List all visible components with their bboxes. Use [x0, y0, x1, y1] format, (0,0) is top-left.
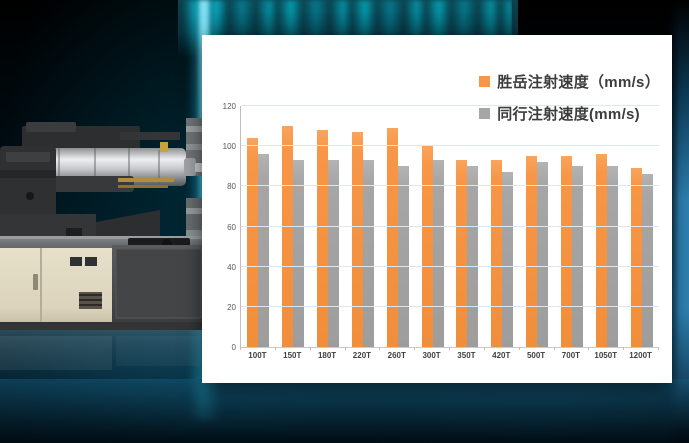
legend-swatch-gray: [479, 108, 491, 119]
legend-item-shengyue: 胜岳注射速度（mm/s）: [479, 71, 660, 92]
x-axis-label-220T: 220T: [352, 351, 372, 360]
x-axis-tick: [658, 347, 659, 350]
bar-shengyue-350T: [456, 160, 468, 347]
x-axis-tick: [379, 347, 381, 350]
bar-group-1200T: [624, 168, 659, 347]
x-axis-tick: [240, 347, 241, 350]
y-axis-tick-label: 60: [227, 222, 236, 232]
bar-group-350T: [450, 160, 485, 347]
bar-group-700T: [554, 156, 589, 347]
gridline-y80: [241, 185, 659, 187]
x-axis-label-150T: 150T: [283, 351, 302, 360]
legend-label: 同行注射速度(mm/s): [497, 106, 640, 123]
bar-group-180T: [311, 130, 346, 347]
bar-shengyue-1200T: [630, 168, 642, 347]
y-axis-tick-label: 80: [227, 182, 236, 192]
bar-shengyue-260T: [386, 128, 398, 347]
x-axis-tick: [518, 347, 520, 350]
bar-shengyue-220T: [351, 132, 363, 347]
x-axis-tick: [414, 347, 416, 350]
x-axis-label-300T: 300T: [422, 351, 441, 360]
x-axis-label-100T: 100T: [248, 351, 267, 360]
bar-shengyue-100T: [247, 138, 259, 347]
bar-industry-700T: [571, 166, 583, 347]
y-axis-tick-label: 20: [227, 302, 236, 312]
bar-industry-100T: [258, 154, 270, 347]
bar-industry-150T: [293, 160, 305, 347]
machine-illustration: [0, 118, 205, 392]
bar-group-150T: [276, 126, 311, 347]
x-axis-label-180T: 180T: [317, 351, 337, 360]
x-axis-tick: [588, 347, 590, 350]
bar-group-260T: [380, 128, 415, 347]
legend-swatch-orange: [479, 76, 491, 87]
bar-industry-220T: [362, 160, 374, 347]
y-axis-tick-label: 120: [222, 102, 236, 111]
bar-shengyue-300T: [421, 146, 433, 347]
bar-shengyue-700T: [560, 156, 572, 347]
x-axis-tick: [483, 347, 485, 350]
bar-industry-350T: [467, 166, 479, 347]
plot-area: [240, 105, 659, 348]
bar-shengyue-500T: [526, 156, 538, 347]
gridline-y20: [241, 305, 659, 307]
bar-group-220T: [345, 132, 380, 347]
x-axis-label-700T: 700T: [561, 351, 581, 360]
x-axis-tick: [274, 347, 276, 350]
bar-industry-420T: [502, 172, 514, 347]
x-axis-label-260T: 260T: [387, 351, 406, 360]
gridline-y120: [241, 105, 659, 106]
x-axis-label-1200T: 1200T: [629, 351, 652, 360]
legend-label: 胜岳注射速度（mm/s）: [497, 74, 660, 91]
bar-shengyue-180T: [317, 130, 329, 347]
bar-industry-1200T: [641, 174, 653, 347]
x-axis-tick: [449, 347, 450, 350]
bar-group-420T: [485, 160, 520, 347]
bar-group-100T: [241, 138, 276, 347]
gridline-y100: [241, 145, 659, 147]
bar-industry-300T: [432, 160, 444, 347]
gridline-y60: [241, 225, 659, 227]
bar-industry-180T: [328, 160, 340, 347]
bar-group-500T: [520, 156, 555, 347]
y-axis-tick-label: 40: [227, 262, 236, 272]
x-axis-label-500T: 500T: [526, 351, 546, 360]
bar-shengyue-150T: [282, 126, 294, 347]
bar-industry-260T: [397, 166, 409, 347]
chart-panel: 胜岳注射速度（mm/s） 同行注射速度(mm/s) 0 20 40 60 80 100 12…: [202, 35, 672, 383]
bar-shengyue-420T: [491, 160, 503, 347]
x-axis-tick: [344, 347, 346, 350]
injection-molding-machine-image: [0, 118, 240, 418]
bar-industry-500T: [537, 162, 549, 347]
bar-shengyue-1050T: [595, 154, 607, 347]
bar-group-1050T: [589, 154, 624, 347]
x-axis-label-350T: 350T: [457, 351, 476, 360]
x-axis-tick: [309, 347, 311, 350]
x-axis-label-1050T: 1050T: [594, 351, 618, 360]
bar-groups: [241, 106, 659, 347]
x-axis-tick: [553, 347, 555, 350]
bar-industry-1050T: [606, 166, 618, 347]
bar-group-300T: [415, 146, 450, 347]
y-axis-tick-label: 0: [231, 343, 236, 352]
x-axis-label-420T: 420T: [492, 351, 511, 360]
x-axis-tick: [623, 347, 625, 350]
legend-item-industry: 同行注射速度(mm/s): [479, 103, 640, 124]
y-axis-tick-label: 100: [222, 142, 236, 152]
gridline-y40: [241, 265, 659, 267]
chart-legend: 胜岳注射速度（mm/s） 同行注射速度(mm/s): [479, 71, 660, 124]
right-edge-blue-glow: [667, 0, 689, 443]
